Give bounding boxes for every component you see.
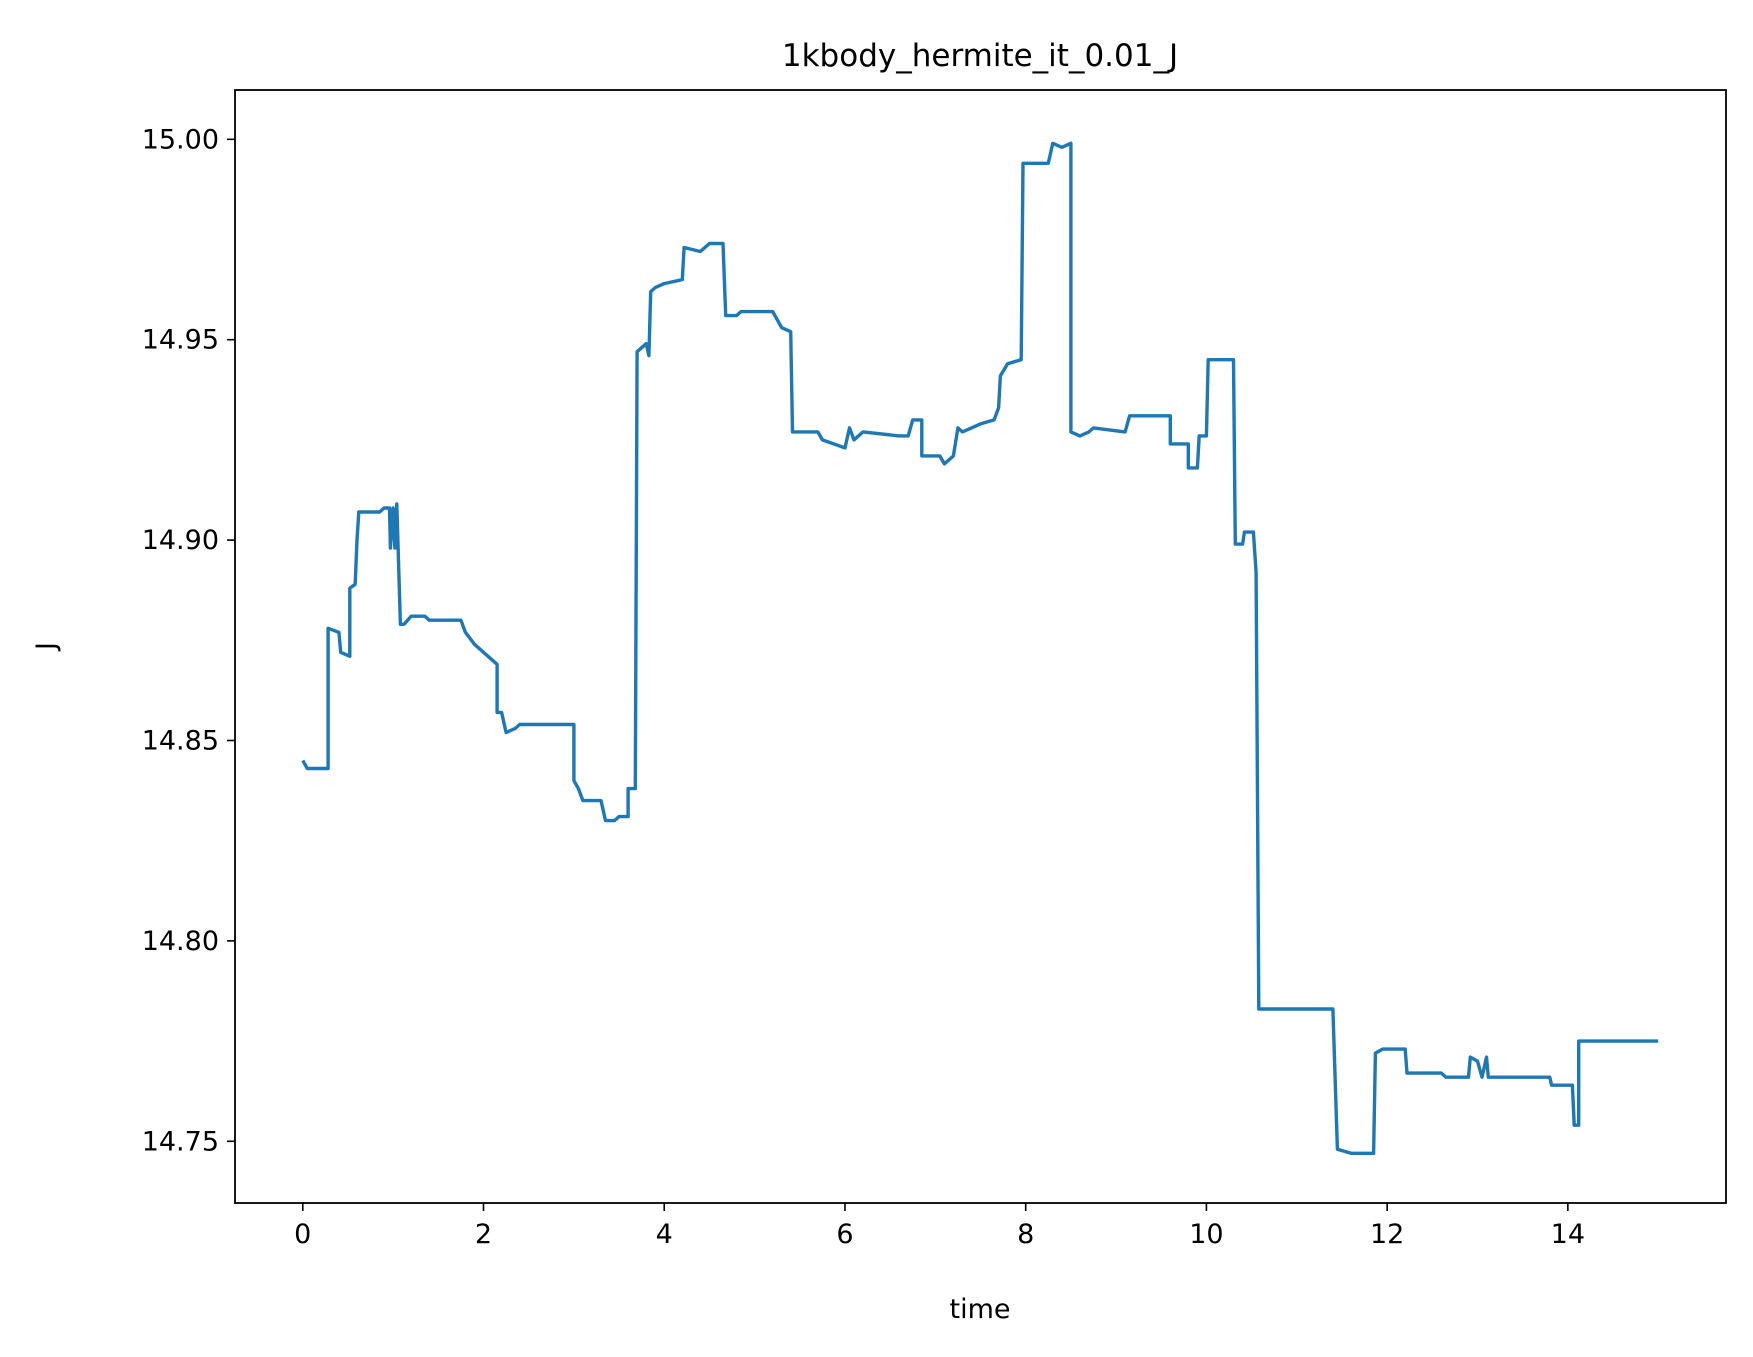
- y-tick-label: 14.80: [142, 926, 219, 957]
- y-tick-label: 14.95: [142, 325, 219, 356]
- x-tick-label: 2: [475, 1219, 492, 1250]
- data-line: [301, 141, 1659, 1155]
- chart-title: 1kbody_hermite_it_0.01_J: [782, 38, 1178, 74]
- y-tick-label: 14.75: [142, 1126, 219, 1157]
- x-tick-label: 4: [656, 1219, 673, 1250]
- x-axis-label: time: [949, 1294, 1010, 1325]
- plot-frame: [234, 89, 1727, 1204]
- x-tick-label: 12: [1370, 1219, 1404, 1250]
- y-tick-label: 14.90: [142, 525, 219, 556]
- y-axis-label: J: [31, 642, 62, 652]
- x-tick-label: 10: [1189, 1219, 1223, 1250]
- y-tick-label: 15.00: [142, 124, 219, 155]
- y-tick-label: 14.85: [142, 725, 219, 756]
- x-tick-label: 0: [294, 1219, 311, 1250]
- x-tick-label: 14: [1551, 1219, 1585, 1250]
- x-tick-label: 6: [836, 1219, 853, 1250]
- x-tick-label: 8: [1017, 1219, 1034, 1250]
